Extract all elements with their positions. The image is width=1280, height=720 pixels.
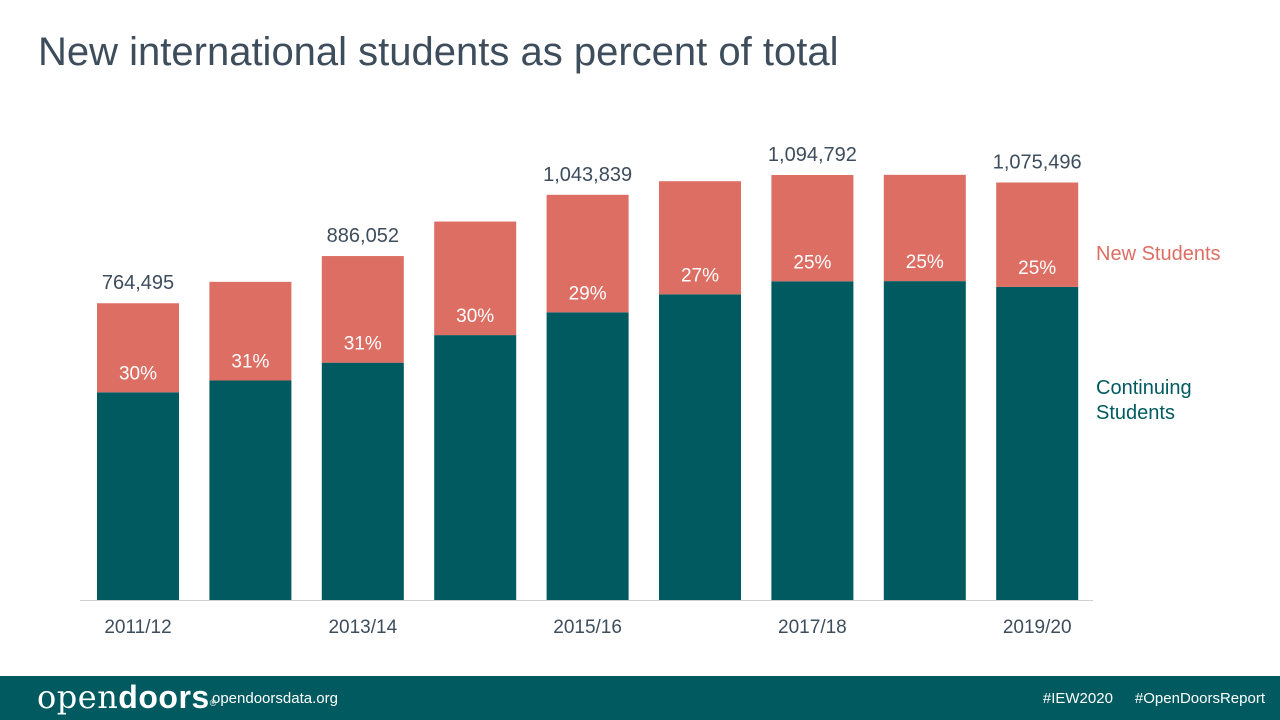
data-label-total: 764,495 [102,272,174,294]
bar-continuing-students [996,286,1079,600]
bar-new-students [996,182,1079,287]
data-label-new-percent: 29% [569,283,607,304]
data-label-total: 1,075,496 [993,152,1082,174]
bar-continuing-students [883,281,966,600]
bar-new-students [434,221,517,336]
page-title: New international students as percent of… [38,30,839,74]
data-label-total: 886,052 [327,225,399,247]
x-tick-label: 2019/20 [1003,617,1072,638]
logo-registered-mark: ® [209,698,217,708]
data-label-total: 1,094,792 [768,144,857,166]
hashtag-iew2020: #IEW2020 [1042,690,1113,707]
hashtags: #IEW2020 #OpenDoorsReport [1043,690,1265,707]
data-label-new-percent: 27% [681,265,719,286]
bar-new-students [546,194,629,313]
data-label-new-percent: 30% [456,306,494,327]
x-tick-label: 2011/12 [104,617,171,638]
legend-new-students: New Students [1096,243,1221,265]
data-label-total: 1,043,839 [543,164,632,186]
legend-continuing-students-line1: Continuing [1096,377,1192,399]
bar-new-students [209,281,292,381]
data-label-new-percent: 25% [906,252,944,273]
bar-continuing-students [434,335,517,600]
stacked-bar-chart: 30% 764,495 2011/12 31% 31% 886,052 2013/14 30%… [80,144,1221,638]
data-label-new-percent: 25% [1018,258,1056,279]
logo-doors-text: doors [118,679,210,715]
bar-continuing-students [97,392,179,600]
x-tick-label: 2015/16 [553,617,622,638]
data-label-new-percent: 30% [119,363,157,384]
logo-open-text: open [37,678,119,716]
bar-continuing-students [546,312,629,600]
legend-continuing-students-line2: Students [1096,402,1175,424]
bar-new-students [659,181,741,295]
bar-continuing-students [659,294,741,600]
bar-continuing-students [321,362,404,600]
data-label-new-percent: 25% [793,252,831,273]
hashtag-opendoorsreport: #OpenDoorsReport [1134,690,1265,707]
data-label-new-percent: 31% [231,351,269,372]
bar-continuing-students [771,281,854,600]
x-tick-label: 2013/14 [328,617,397,638]
x-tick-label: 2017/18 [778,617,847,638]
footer-bar: opendoors® opendoorsdata.org #IEW2020 #Op… [0,676,1280,720]
opendoors-logo: opendoors® [37,678,217,716]
bar-new-students [97,303,179,393]
bar-continuing-students [209,380,292,600]
bar-new-students [321,256,404,363]
data-label-new-percent: 31% [344,334,382,355]
bar-new-students [883,174,966,282]
website-link[interactable]: opendoorsdata.org [212,690,338,707]
bar-new-students [771,175,854,282]
